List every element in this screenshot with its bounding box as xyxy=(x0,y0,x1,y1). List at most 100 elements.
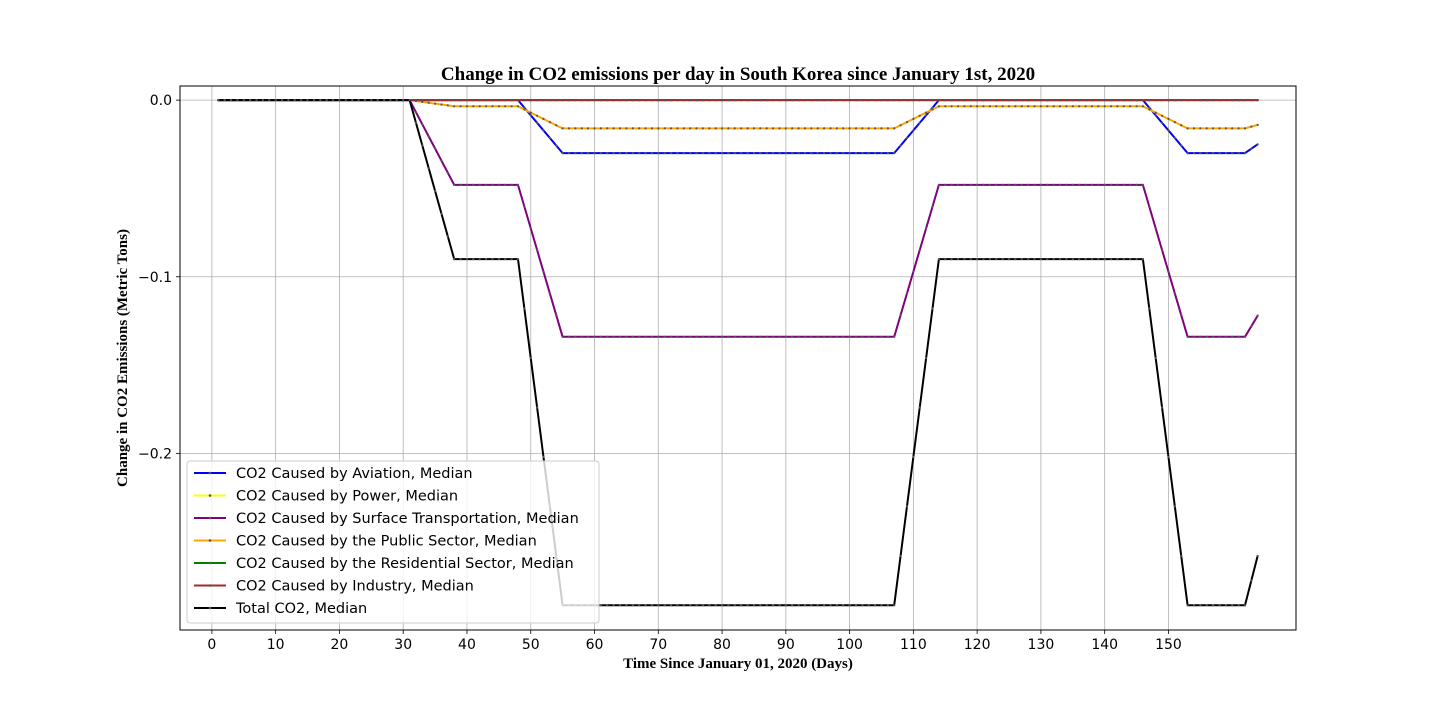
data-point xyxy=(638,99,641,102)
data-point xyxy=(223,99,226,102)
data-point xyxy=(599,335,603,338)
data-point xyxy=(931,108,934,111)
data-point xyxy=(1224,604,1227,607)
data-point xyxy=(867,99,870,102)
data-point xyxy=(976,105,979,108)
data-point xyxy=(893,127,896,130)
data-point xyxy=(778,335,781,338)
data-point xyxy=(1122,99,1125,102)
data-point xyxy=(918,406,921,409)
legend-marker xyxy=(208,606,212,610)
data-point xyxy=(963,99,966,102)
data-point xyxy=(548,121,552,124)
data-point xyxy=(440,99,443,102)
data-point xyxy=(791,99,794,102)
data-point xyxy=(893,335,896,338)
data-point xyxy=(778,604,781,607)
data-point xyxy=(1173,505,1176,508)
data-point xyxy=(899,99,902,102)
data-point xyxy=(816,127,819,130)
legend-item: CO2 Caused by Surface Transportation, Me… xyxy=(194,511,579,527)
data-point xyxy=(1135,99,1138,102)
data-point xyxy=(976,183,979,186)
data-point xyxy=(733,335,736,338)
data-point xyxy=(663,99,666,102)
y-tick-label: −0.2 xyxy=(138,446,172,462)
data-point xyxy=(937,105,941,108)
data-point xyxy=(1212,335,1215,338)
data-point xyxy=(976,99,979,102)
data-point xyxy=(803,604,807,607)
data-point xyxy=(867,127,870,130)
data-point xyxy=(1052,99,1055,102)
data-point xyxy=(1103,258,1106,261)
data-point xyxy=(1180,124,1183,127)
data-point xyxy=(1007,258,1011,261)
data-point xyxy=(721,99,724,102)
data-point xyxy=(618,99,622,102)
data-point xyxy=(249,99,252,102)
data-point xyxy=(925,227,928,230)
data-point xyxy=(427,99,430,102)
data-point xyxy=(1243,127,1247,130)
data-point xyxy=(561,99,564,102)
data-point xyxy=(848,127,851,130)
data-point xyxy=(459,258,462,261)
legend-marker xyxy=(208,584,212,587)
x-tick-label: 30 xyxy=(394,637,412,653)
data-point xyxy=(1129,99,1132,102)
legend-marker xyxy=(208,539,212,542)
data-point xyxy=(689,152,692,155)
data-point xyxy=(1218,335,1221,338)
data-point xyxy=(1052,183,1055,186)
data-point xyxy=(638,604,641,607)
x-tick-label: 130 xyxy=(1028,637,1055,653)
data-point xyxy=(1205,152,1208,155)
data-point xyxy=(695,604,698,607)
data-point xyxy=(893,604,896,607)
data-point xyxy=(523,205,526,208)
data-point xyxy=(255,99,258,102)
data-point xyxy=(1224,335,1227,338)
legend-marker xyxy=(208,561,212,565)
legend-label: CO2 Caused by Industry, Median xyxy=(236,579,474,595)
data-point xyxy=(708,99,711,102)
data-point xyxy=(861,604,864,607)
data-point xyxy=(669,335,673,338)
x-tick-label: 140 xyxy=(1091,637,1118,653)
data-point xyxy=(427,101,430,104)
data-point xyxy=(1065,99,1068,102)
data-point xyxy=(440,103,443,106)
data-point xyxy=(1212,99,1215,102)
axis-ticks: 0 10 20 30 40 50 60 70 80 90 100 110 120 130 140 150 0.0… xyxy=(138,93,1182,653)
data-point xyxy=(740,127,743,130)
data-point xyxy=(561,335,564,338)
data-point xyxy=(937,258,941,261)
data-point xyxy=(797,335,800,338)
data-point xyxy=(606,335,609,338)
data-point xyxy=(1180,314,1183,317)
data-point xyxy=(727,152,730,155)
data-point xyxy=(1071,183,1074,186)
data-point xyxy=(963,105,966,108)
data-point xyxy=(523,99,526,102)
data-point xyxy=(434,99,437,102)
data-point xyxy=(1007,183,1011,186)
data-point xyxy=(1027,258,1030,261)
legend-marker xyxy=(208,494,212,497)
data-point xyxy=(465,105,469,108)
legend-marker xyxy=(208,516,212,520)
data-point xyxy=(880,152,883,155)
x-tick-label: 150 xyxy=(1155,637,1182,653)
data-point xyxy=(765,127,768,130)
data-point xyxy=(931,307,934,310)
data-point xyxy=(759,152,762,155)
data-point xyxy=(1097,99,1100,102)
data-point xyxy=(529,99,532,102)
data-point xyxy=(803,152,807,155)
data-point xyxy=(236,99,239,102)
data-point xyxy=(995,105,998,108)
data-point xyxy=(874,99,877,102)
data-point xyxy=(1135,258,1138,261)
data-point xyxy=(1192,127,1196,130)
